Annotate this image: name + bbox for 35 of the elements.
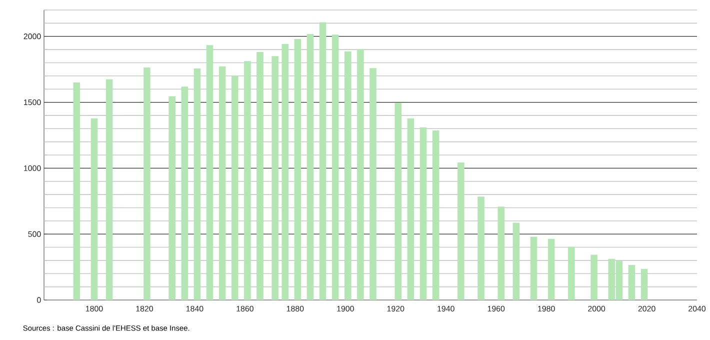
bar — [106, 79, 113, 300]
bar — [370, 68, 376, 300]
bar — [357, 49, 364, 300]
bar — [218, 66, 226, 300]
bar — [628, 264, 636, 300]
bar — [168, 96, 176, 300]
bar — [640, 268, 648, 300]
bar — [590, 254, 598, 300]
bar — [332, 34, 339, 300]
bar — [394, 102, 402, 300]
bar — [256, 52, 264, 300]
bar — [512, 222, 520, 300]
bar — [498, 206, 504, 300]
bar — [568, 246, 575, 300]
bar — [144, 67, 150, 300]
bar — [181, 86, 188, 300]
bar — [294, 38, 302, 300]
bar — [432, 130, 440, 300]
bar — [231, 76, 238, 300]
bar — [530, 236, 538, 300]
bar — [478, 196, 484, 300]
bar — [407, 118, 414, 300]
bar — [344, 51, 352, 300]
bar — [244, 61, 251, 300]
bar — [90, 118, 98, 300]
bar — [272, 56, 278, 300]
bar — [306, 34, 314, 300]
bar — [194, 68, 201, 300]
bar — [458, 162, 464, 300]
bar — [282, 44, 288, 300]
bar — [420, 127, 427, 300]
bar — [206, 45, 214, 300]
bar — [548, 238, 555, 300]
bar — [73, 82, 80, 300]
bar — [319, 22, 326, 300]
